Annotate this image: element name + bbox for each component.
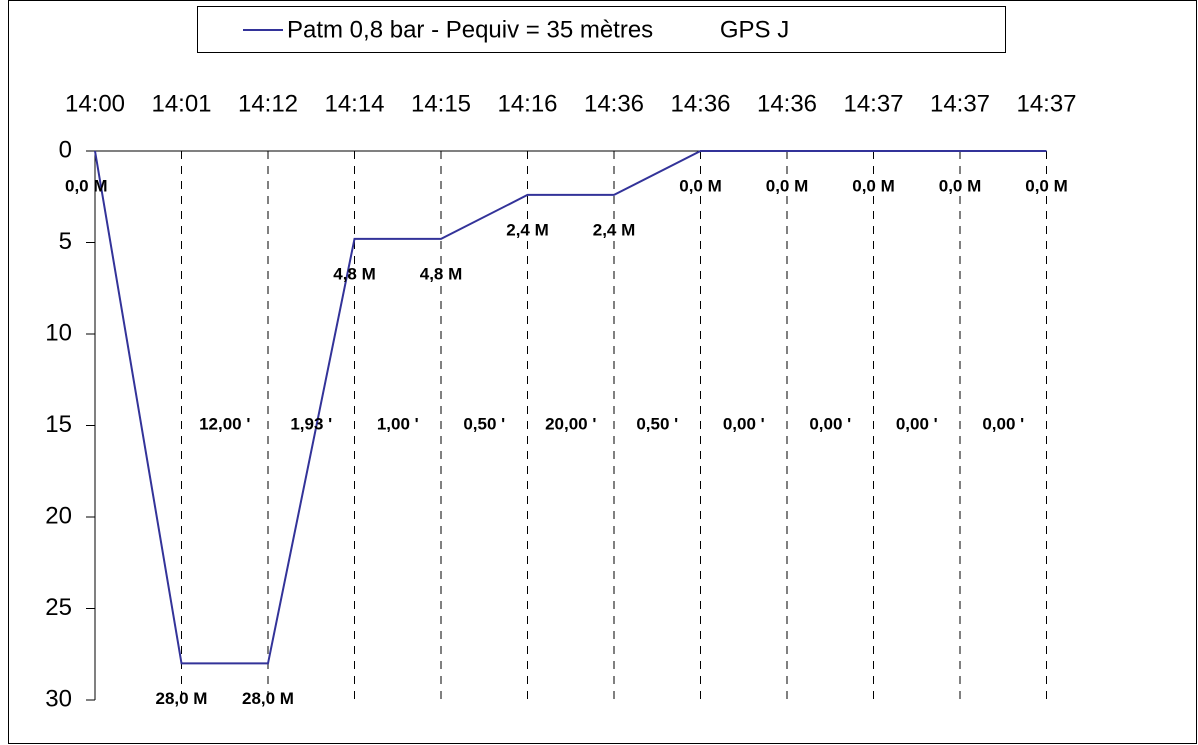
legend-box — [197, 6, 1006, 53]
x-tick-label: 14:37 — [843, 90, 903, 117]
data-label: 0,0 M — [679, 176, 722, 195]
data-label: 0,0 M — [852, 176, 895, 195]
segment-label: 0,00 ' — [896, 414, 938, 433]
y-tick-label: 25 — [45, 594, 72, 621]
x-tick-label: 14:14 — [324, 90, 384, 117]
data-label: 0,0 M — [65, 176, 108, 195]
y-tick-label: 30 — [45, 685, 72, 712]
segment-label: 0,00 ' — [982, 414, 1024, 433]
x-tick-label: 14:36 — [584, 90, 644, 117]
segment-label: 0,50 ' — [463, 414, 505, 433]
data-label: 0,0 M — [939, 176, 982, 195]
segment-label: 1,00 ' — [377, 414, 419, 433]
segment-label: 0,00 ' — [809, 414, 851, 433]
segment-label: 0,50 ' — [636, 414, 678, 433]
x-tick-label: 14:01 — [151, 90, 211, 117]
x-tick-label: 14:37 — [930, 90, 990, 117]
y-tick-label: 5 — [59, 228, 72, 255]
data-label: 4,8 M — [420, 264, 463, 283]
chart-border — [8, 0, 1197, 744]
segment-label: 12,00 ' — [199, 414, 250, 433]
x-tick-label: 14:12 — [238, 90, 298, 117]
x-tick-label: 14:37 — [1016, 90, 1076, 117]
x-tick-label: 14:15 — [411, 90, 471, 117]
data-label: 0,0 M — [766, 176, 809, 195]
x-tick-label: 14:00 — [65, 90, 125, 117]
data-label: 0,0 M — [1025, 176, 1068, 195]
legend-label: Patm 0,8 bar - Pequiv = 35 mètres GPS J — [287, 16, 789, 43]
data-label: 2,4 M — [506, 220, 549, 239]
x-tick-label: 14:16 — [497, 90, 557, 117]
y-tick-label: 15 — [45, 411, 72, 438]
y-tick-label: 20 — [45, 502, 72, 529]
data-label: 2,4 M — [593, 220, 636, 239]
data-label: 4,8 M — [333, 264, 376, 283]
segment-label: 20,00 ' — [545, 414, 596, 433]
data-line — [94, 150, 1047, 665]
x-tick-label: 14:36 — [670, 90, 730, 117]
data-label: 28,0 M — [242, 689, 294, 708]
y-tick-label: 10 — [45, 319, 72, 346]
y-tick-label: 0 — [59, 136, 72, 163]
x-tick-label: 14:36 — [757, 90, 817, 117]
segment-label: 1,93 ' — [290, 414, 332, 433]
data-label: 28,0 M — [156, 689, 208, 708]
segment-label: 0,00 ' — [723, 414, 765, 433]
